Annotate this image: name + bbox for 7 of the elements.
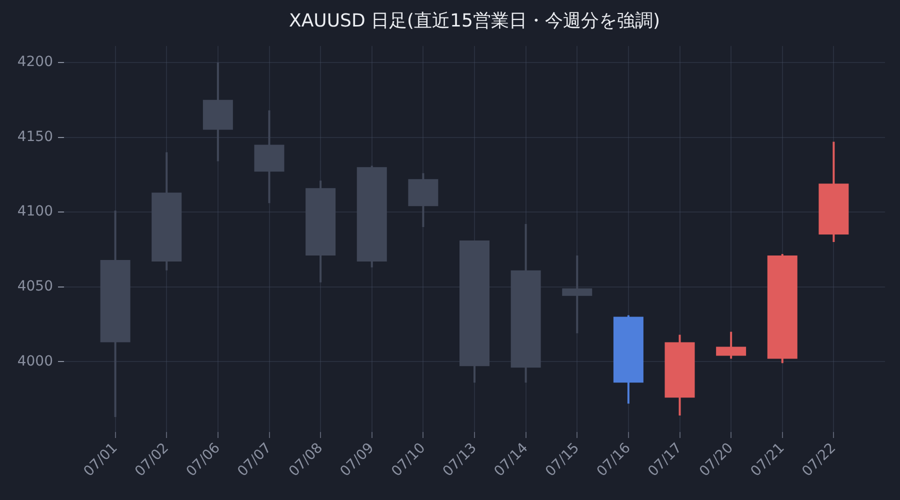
y-tick-label: 4050 [17, 278, 53, 295]
chart-title: XAUUSD 日足(直近15営業日・今週分を強調) [289, 10, 660, 32]
y-tick-label: 4200 [17, 54, 53, 70]
y-tick-label: 4100 [17, 204, 53, 220]
y-tick-label: 4000 [17, 353, 53, 370]
candlestick [562, 254, 592, 334]
y-tick-label: 4150 [17, 128, 53, 145]
